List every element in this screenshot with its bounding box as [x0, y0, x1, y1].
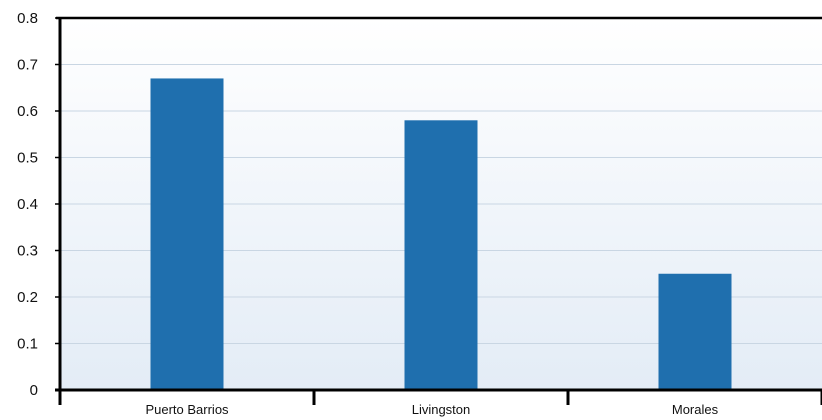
- x-axis-tick-labels: Puerto Barrios Livingston Morales: [145, 402, 718, 417]
- bar-livingston: [404, 120, 478, 391]
- bar-morales: [658, 273, 732, 390]
- y-tick-label: 0.5: [17, 150, 38, 167]
- y-tick-label: 0: [30, 382, 38, 399]
- y-tick-label: 0.2: [17, 289, 38, 306]
- y-axis-tick-labels: 0 0.1 0.2 0.3 0.4 0.5 0.6 0.7 0.8: [17, 10, 38, 399]
- y-tick-label: 0.6: [17, 103, 38, 120]
- y-tick-label: 0.7: [17, 57, 38, 74]
- y-tick-label: 0.1: [17, 336, 38, 353]
- y-tick-label: 0.8: [17, 10, 38, 27]
- y-tick-label: 0.4: [17, 196, 38, 213]
- x-tick-label: Puerto Barrios: [145, 402, 229, 417]
- x-tick-label: Morales: [672, 402, 719, 417]
- bars: [150, 78, 732, 391]
- axes: [55, 16, 822, 405]
- y-tick-label: 0.3: [17, 243, 38, 260]
- x-tick-label: Livingston: [412, 402, 471, 417]
- bar-puerto-barrios: [150, 78, 224, 390]
